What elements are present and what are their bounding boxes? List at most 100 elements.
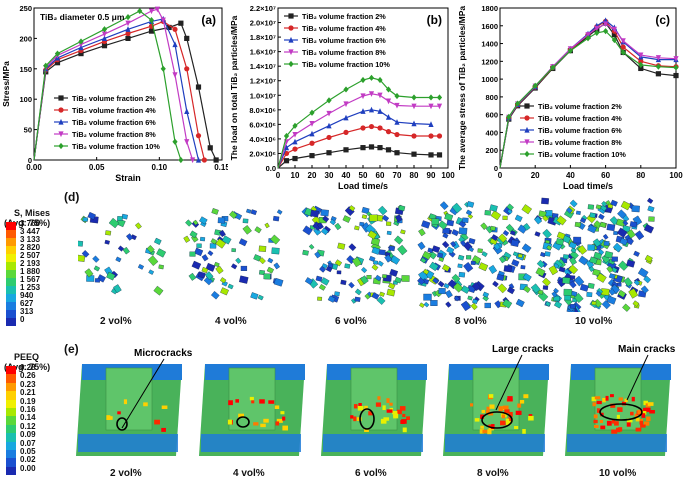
scale-swatch: [6, 391, 16, 400]
data-point: [360, 145, 366, 151]
particle: [423, 301, 430, 308]
data-point: [411, 151, 417, 157]
x-axis-label: Strain: [115, 173, 141, 183]
data-point: [125, 20, 131, 27]
particle: [647, 205, 655, 213]
data-point: [101, 26, 108, 33]
particle: [628, 288, 639, 299]
x-tick-label: 0.15: [214, 163, 228, 172]
data-point: [43, 62, 49, 69]
damage-spot: [382, 405, 386, 411]
particle: [254, 226, 262, 234]
particle: [344, 263, 351, 269]
legend-entry: TiB₂ volume fraction 10%: [538, 150, 626, 159]
x-tick-label: 40: [566, 171, 575, 180]
data-point: [125, 26, 131, 32]
damage-spot: [393, 413, 399, 419]
damage-spot: [643, 400, 648, 406]
particle: [608, 273, 616, 280]
damage-spot: [356, 417, 362, 421]
particle: [593, 251, 603, 260]
damage-spot: [649, 409, 655, 414]
scale-swatch: [6, 450, 16, 459]
particle: [599, 221, 607, 228]
particle: [556, 215, 567, 226]
data-point: [585, 32, 591, 38]
data-point: [377, 92, 383, 99]
particle: [510, 239, 520, 247]
damage-spot: [504, 409, 510, 414]
scale-label: 0.14: [20, 413, 36, 423]
data-point: [411, 103, 417, 110]
peeq-color-scale: 0.28 0.26 0.23 0.21 0.19 0.16 0.14 0.12 0.09 0.07…: [0, 363, 60, 476]
data-point: [178, 156, 184, 164]
particle: [451, 202, 463, 214]
particle: [467, 213, 474, 220]
particle: [78, 254, 86, 262]
particle: [618, 260, 629, 271]
data-point: [360, 125, 366, 131]
crack-ellipse: [359, 408, 375, 430]
y-tick-label: 1.4×10⁷: [250, 62, 276, 71]
particle: [376, 296, 386, 305]
particle: [558, 266, 566, 273]
particle: [442, 264, 451, 272]
data-point: [638, 58, 644, 64]
damage-spot: [624, 398, 628, 403]
data-point: [368, 91, 375, 97]
particle: [620, 200, 631, 211]
particle: [210, 291, 220, 300]
scale-label: 0.02: [20, 455, 36, 465]
data-point: [326, 150, 332, 156]
damage-spot: [646, 416, 651, 422]
damage-spot: [380, 418, 387, 424]
x-axis-label: Load time/s: [338, 181, 388, 190]
data-point: [283, 132, 290, 140]
particle: [308, 244, 315, 250]
particle: [607, 203, 614, 209]
particle: [512, 251, 519, 257]
plot-frame: [499, 7, 677, 169]
damage-spot: [482, 429, 488, 434]
particle: [115, 256, 122, 263]
data-point: [638, 65, 644, 72]
data-point: [343, 129, 349, 135]
particle: [534, 216, 543, 225]
series-line: [277, 93, 440, 169]
crack-ellipse: [599, 403, 643, 421]
particle: [394, 276, 402, 284]
particle: [606, 223, 616, 232]
particle: [201, 254, 209, 262]
data-point: [360, 76, 366, 84]
peeq-blocks-svg: Microcracks Large cracks Main cracks: [76, 344, 676, 456]
series-line: [33, 8, 194, 161]
particle: [644, 254, 653, 263]
particle: [146, 245, 155, 254]
data-point: [394, 102, 400, 109]
crack-annotation: Microcracks: [134, 348, 193, 359]
particle: [386, 230, 392, 235]
scale-label: 940: [20, 291, 34, 300]
damage-spot: [488, 411, 494, 416]
data-point: [125, 30, 131, 37]
particle: [553, 295, 560, 302]
damage-spot: [645, 407, 651, 412]
particle: [240, 265, 248, 271]
damage-spot: [274, 405, 280, 409]
particle: [648, 216, 655, 222]
data-point: [283, 158, 290, 164]
data-point: [326, 122, 332, 129]
particle: [135, 222, 142, 230]
particle: [515, 298, 525, 308]
particle: [397, 244, 408, 256]
data-point: [377, 145, 383, 151]
y-tick-label: 8.0×10⁶: [249, 106, 276, 115]
annotation-arrow: [121, 358, 165, 429]
particle: [263, 273, 271, 280]
particle: [466, 201, 475, 208]
damage-spot: [486, 406, 491, 410]
particle: [602, 233, 609, 240]
data-point: [385, 98, 392, 105]
damage-spot: [353, 416, 357, 422]
damage-spot: [364, 428, 369, 432]
